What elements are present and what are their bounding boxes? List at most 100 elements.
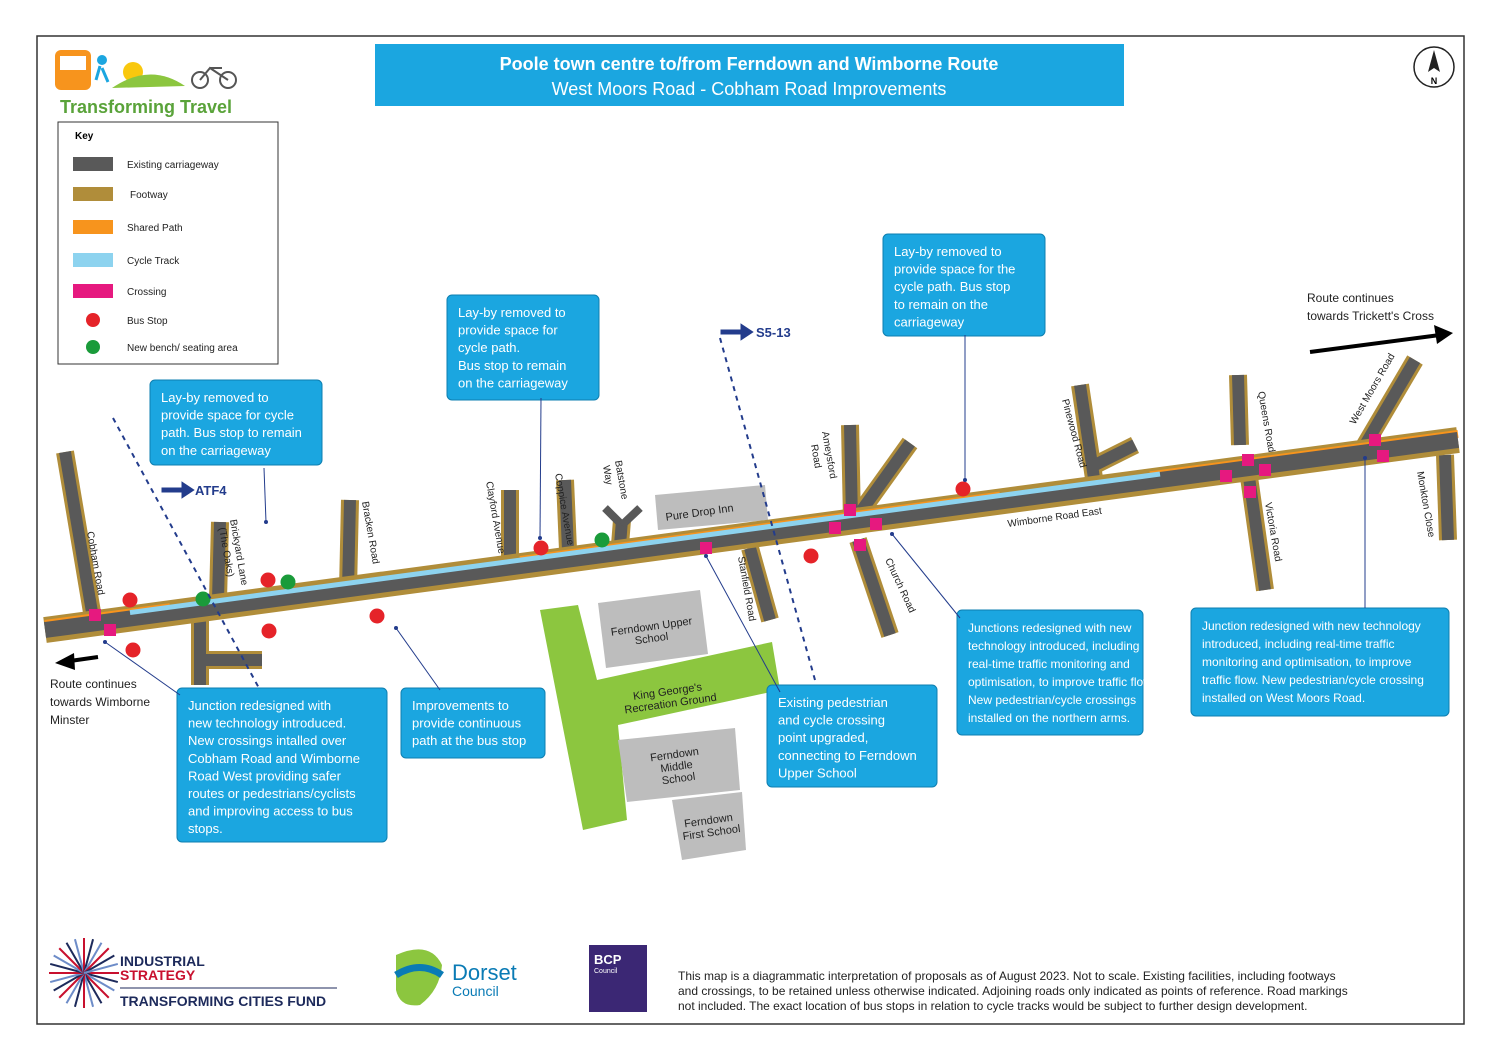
- north-label: N: [1431, 76, 1438, 86]
- callout-text: point upgraded,: [778, 730, 868, 745]
- logo-burst: [53, 972, 85, 992]
- callout-pointer: [263, 467, 267, 523]
- bench: [280, 574, 296, 590]
- key-swatch: [73, 284, 113, 298]
- logo-burst: [73, 938, 85, 974]
- logo-burst: [83, 954, 115, 974]
- crossing: [870, 518, 882, 530]
- key-title: Key: [75, 131, 94, 142]
- pointer-head: [103, 640, 107, 644]
- callout-text: path. Bus stop to remain: [161, 425, 302, 440]
- logo-burst: [83, 972, 103, 1004]
- callout-pointer: [104, 641, 181, 696]
- side-road: [852, 538, 896, 637]
- logo-text: Transforming Travel: [60, 97, 232, 117]
- key-label: Bus Stop: [127, 316, 168, 327]
- title-box: [375, 44, 1124, 106]
- side-road: [559, 479, 574, 551]
- callout-text: installed on West Moors Road.: [1202, 691, 1365, 705]
- logo-burst: [83, 947, 110, 974]
- bench: [195, 591, 211, 607]
- callout-text: real-time traffic monitoring and: [968, 657, 1130, 671]
- callout-text: Junction redesigned with: [188, 698, 331, 713]
- callout-text: cycle path.: [458, 340, 520, 355]
- bus-stop: [533, 540, 549, 556]
- building: [672, 792, 746, 860]
- key-label: Crossing: [127, 287, 166, 298]
- arrow-head: [1434, 325, 1453, 344]
- pointer-head: [1363, 456, 1367, 460]
- logo-burst: [49, 972, 85, 984]
- callout-text: provide space for cycle: [161, 408, 294, 423]
- callout-text: provide continuous: [412, 716, 522, 731]
- callout-text: Road West providing safer: [188, 768, 342, 783]
- side-road: [1439, 454, 1454, 541]
- callout-text: technology introduced, including: [968, 639, 1139, 653]
- callout-text: provide space for the: [894, 262, 1015, 277]
- key-label: Shared Path: [127, 223, 183, 234]
- callout-pointer: [539, 397, 542, 539]
- bus-stop: [125, 642, 141, 658]
- callout-text: stops.: [188, 821, 223, 836]
- route-note: Route continues: [1307, 291, 1394, 305]
- key-swatch: [73, 157, 113, 171]
- logo-burst: [83, 962, 119, 974]
- pointer-head: [704, 554, 708, 558]
- crossing: [89, 609, 101, 621]
- callout-text: monitoring and optimisation, to improve: [1202, 655, 1412, 669]
- bus-stop: [955, 481, 971, 497]
- bench: [594, 532, 610, 548]
- callout-text: provide space for: [458, 323, 558, 338]
- key-swatch: [73, 187, 113, 201]
- callout-text: Junctions redesigned with new: [968, 621, 1132, 635]
- crossing: [1369, 434, 1381, 446]
- pointer-head: [890, 532, 894, 536]
- logo-burst: [83, 938, 95, 974]
- callout-text: carriageway: [894, 314, 965, 329]
- callout-text: on the carriageway: [458, 375, 568, 390]
- disclaimer: not included. The exact location of bus …: [678, 999, 1307, 1013]
- side-road: [212, 521, 226, 601]
- crossing: [1244, 486, 1256, 498]
- callout-text: on the carriageway: [161, 443, 271, 458]
- place-label: Middle: [660, 759, 694, 775]
- label: INDUSTRIAL: [120, 953, 205, 969]
- label: TRANSFORMING CITIES FUND: [120, 993, 326, 1009]
- callout-text: and improving access to bus: [188, 804, 353, 819]
- logo-burst: [65, 942, 85, 974]
- callout-box: [956, 609, 1144, 736]
- pointer-head: [264, 520, 268, 524]
- callout-box: [176, 687, 388, 843]
- label: S5-13: [756, 325, 791, 340]
- callout-text: New pedestrian/cycle crossings: [968, 693, 1136, 707]
- callout-text: traffic flow. New pedestrian/cycle cross…: [1202, 673, 1424, 687]
- arrow-head: [55, 653, 75, 670]
- callout-box: [882, 233, 1046, 337]
- key-label: Cycle Track: [127, 256, 180, 267]
- route-note: Minster: [50, 713, 89, 727]
- road-label: Road: [808, 444, 823, 469]
- logo-burst: [73, 972, 85, 1008]
- bus-stop: [803, 548, 819, 564]
- callout-text: introduced, including real-time traffic: [1202, 637, 1395, 651]
- side-road: [59, 451, 101, 631]
- pointer-head: [394, 626, 398, 630]
- side-road: [1074, 384, 1101, 486]
- callout-text: Junction redesigned with new technology: [1202, 619, 1421, 633]
- label: Council: [594, 968, 618, 975]
- label: Dorset: [452, 960, 517, 985]
- key-swatch: [73, 253, 113, 267]
- callout-text: Existing pedestrian: [778, 695, 888, 710]
- pointer-head: [538, 536, 542, 540]
- side-road: [744, 546, 776, 622]
- pointer-head: [963, 478, 967, 482]
- route-note: towards Wimborne: [50, 695, 150, 709]
- route-dash: [112, 417, 261, 691]
- key-swatch: [86, 340, 100, 354]
- callout-text: Lay-by removed to: [894, 244, 1002, 259]
- route-arrow: [161, 481, 195, 499]
- label: STRATEGY: [120, 967, 196, 983]
- crossing: [1377, 450, 1389, 462]
- logo-burst: [58, 972, 85, 999]
- callout-box: [1190, 607, 1450, 717]
